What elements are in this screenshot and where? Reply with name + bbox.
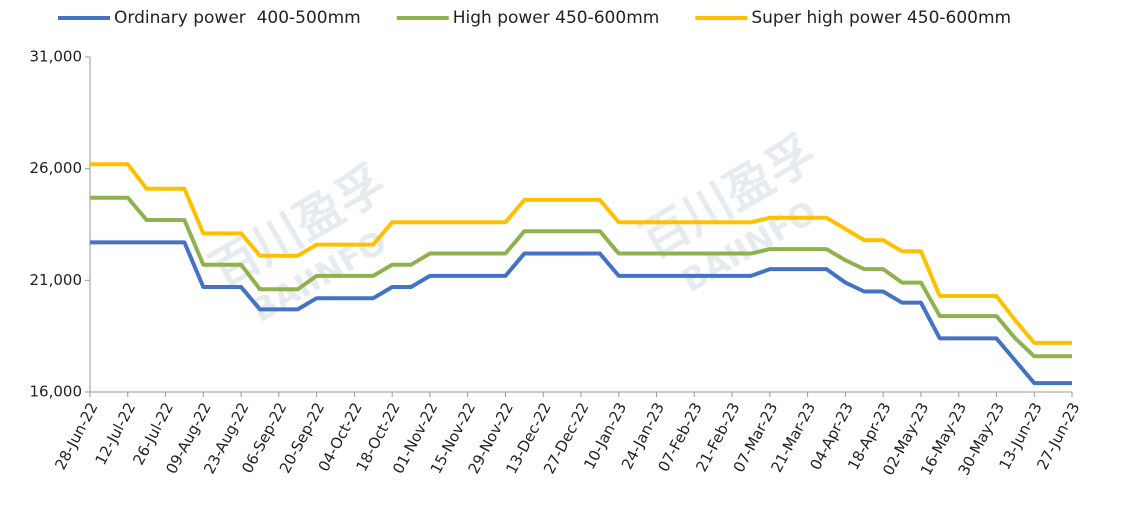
legend-label: Super high power 450-600mm xyxy=(751,8,1011,28)
y-tick-label: 16,000 xyxy=(30,383,83,401)
legend-label: Ordinary power 400-500mm xyxy=(114,8,361,28)
y-tick-label: 26,000 xyxy=(30,159,83,177)
legend-label: High power 450-600mm xyxy=(453,8,660,28)
y-tick-label: 31,000 xyxy=(30,48,83,66)
series-line xyxy=(90,195,1072,359)
series-line xyxy=(90,162,1072,345)
y-tick-label: 21,000 xyxy=(30,271,83,289)
series-line xyxy=(90,240,1072,386)
